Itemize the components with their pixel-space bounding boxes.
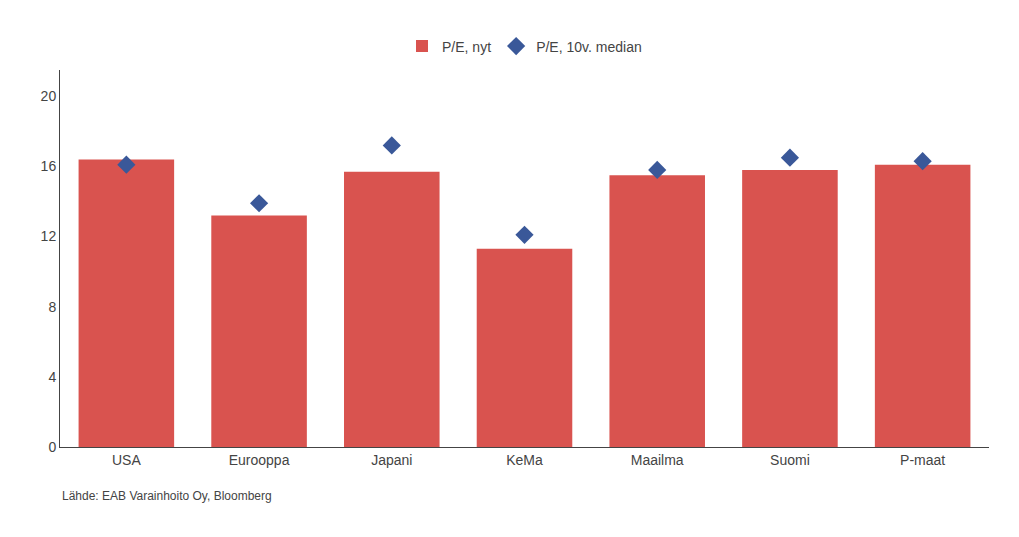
svg-text:Maailma: Maailma [631,452,684,468]
svg-text:Lähde: EAB Varainhoito Oy, Blo: Lähde: EAB Varainhoito Oy, Bloomberg [62,489,272,503]
svg-text:USA: USA [112,452,141,468]
svg-text:Japani: Japani [371,452,412,468]
svg-text:8: 8 [48,299,56,315]
svg-text:12: 12 [41,228,57,244]
svg-text:Eurooppa: Eurooppa [229,452,290,468]
svg-text:P/E, 10v. median: P/E, 10v. median [536,39,642,55]
svg-text:20: 20 [41,88,57,104]
svg-text:0: 0 [48,439,56,455]
svg-text:16: 16 [41,158,57,174]
svg-text:KeMa: KeMa [506,452,543,468]
svg-text:4: 4 [48,369,56,385]
svg-text:P-maat: P-maat [900,452,945,468]
svg-text:Suomi: Suomi [770,452,810,468]
svg-text:P/E, nyt: P/E, nyt [442,39,491,55]
